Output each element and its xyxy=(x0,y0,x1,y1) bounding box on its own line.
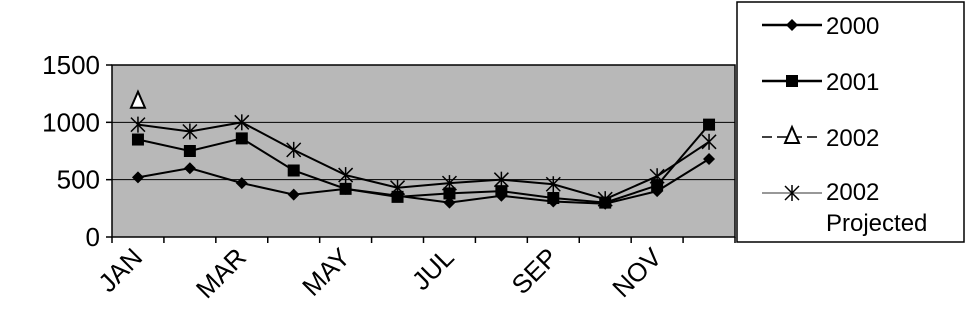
data-point xyxy=(547,192,560,205)
x-tick-label: JUL xyxy=(406,242,460,296)
data-point xyxy=(338,167,354,184)
legend-marker-symbol xyxy=(786,19,798,31)
legend-marker-square xyxy=(786,75,798,87)
x-tick-label: MAR xyxy=(190,242,252,304)
legend-label-projected: Projected xyxy=(826,210,927,237)
y-axis-ticks: 0 500 1000 1500 xyxy=(42,50,112,252)
data-point xyxy=(234,114,250,131)
data-point xyxy=(703,153,716,166)
data-point xyxy=(443,187,456,200)
data-point xyxy=(441,175,457,192)
series-2002 xyxy=(129,89,147,109)
grid-lines xyxy=(112,121,735,181)
legend-item-2002: 2002 xyxy=(762,124,879,152)
data-point xyxy=(597,191,613,208)
data-point xyxy=(129,89,147,109)
data-point xyxy=(235,177,248,190)
data-point xyxy=(182,123,198,140)
y-tick-label: 0 xyxy=(86,222,100,252)
data-point xyxy=(339,182,352,195)
x-axis-ticks: JAN MAR MAY JUL SEP NOV xyxy=(92,237,736,304)
data-point xyxy=(493,171,509,188)
series-2002-projected xyxy=(130,114,717,208)
data-point xyxy=(443,196,456,209)
data-point xyxy=(235,132,248,145)
legend-item-2001: 2001 xyxy=(762,69,879,96)
data-point xyxy=(287,188,300,201)
plot-area xyxy=(111,64,736,238)
y-tick-label: 500 xyxy=(57,165,100,195)
legend-marker-symbol xyxy=(784,185,800,201)
data-point xyxy=(183,162,196,175)
x-tick-label: NOV xyxy=(606,242,668,304)
legend-marker-symbol xyxy=(783,124,801,144)
legend: 2000 2001 2002 2002 Projected xyxy=(762,13,927,237)
legend-box xyxy=(736,1,965,243)
data-point xyxy=(286,141,302,158)
data-point xyxy=(183,145,196,157)
legend-label-2000: 2000 xyxy=(826,13,879,40)
data-point xyxy=(391,190,404,203)
data-point xyxy=(545,176,561,193)
x-tick-label: MAY xyxy=(296,242,356,302)
x-tick-label: JAN xyxy=(92,242,148,298)
series-line xyxy=(137,123,710,204)
data-point xyxy=(649,168,665,185)
y-tick-label: 1500 xyxy=(42,50,100,80)
series-line xyxy=(137,158,710,205)
series-line xyxy=(137,121,710,201)
legend-label-2001: 2001 xyxy=(826,69,879,96)
data-point xyxy=(131,171,144,184)
data-point xyxy=(703,118,716,131)
legend-marker-star xyxy=(784,185,800,201)
y-tick-label: 1000 xyxy=(42,107,100,137)
series-layer xyxy=(129,89,717,210)
legend-marker-triangle xyxy=(783,124,801,144)
data-point xyxy=(651,179,664,192)
data-point xyxy=(390,179,406,196)
x-tick-label: SEP xyxy=(506,242,564,300)
data-point xyxy=(130,116,146,133)
legend-marker-diamond xyxy=(786,19,798,31)
legend-label-2002-projected: 2002 xyxy=(826,179,879,206)
legend-marker-symbol xyxy=(786,75,798,87)
legend-item-2000: 2000 xyxy=(762,13,879,40)
legend-item-2002-projected: 2002 Projected xyxy=(762,179,927,237)
data-point xyxy=(131,133,144,146)
data-point xyxy=(701,133,717,150)
data-point xyxy=(287,164,300,177)
legend-label-2002: 2002 xyxy=(826,125,879,152)
data-point xyxy=(495,185,508,198)
